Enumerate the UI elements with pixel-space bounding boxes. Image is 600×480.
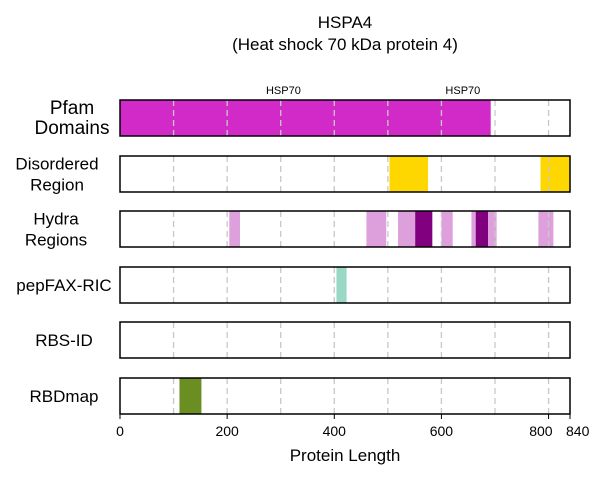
segment-bar — [441, 211, 453, 247]
track-row: RBDmap — [30, 377, 571, 415]
x-tick-label: 840 — [566, 423, 590, 439]
track-background — [120, 211, 570, 247]
track-background — [120, 156, 570, 192]
track-frame — [119, 99, 571, 137]
track-row: pepFAX-RIC — [16, 266, 571, 304]
segment-bar — [120, 100, 491, 136]
chart-subtitle: (Heat shock 70 kDa protein 4) — [232, 35, 458, 54]
row-label-line: Disordered — [15, 155, 98, 174]
track-row: Hydra Regions — [25, 210, 571, 250]
track-frame — [119, 377, 571, 415]
segment-bar — [229, 211, 240, 247]
domain-annotation: HSP70 — [266, 85, 301, 97]
row-label-line: pepFAX-RIC — [16, 276, 111, 295]
track-row: Disordered Region — [15, 155, 571, 195]
segment-bar — [475, 211, 489, 247]
track-frame — [119, 266, 571, 304]
track-frame — [119, 155, 571, 193]
chart-title: HSPA4 — [318, 13, 373, 32]
x-tick-label: 0 — [116, 423, 124, 439]
track-rows: Pfam Domains HSP70 HSP70 Disordered Region Hyd… — [15, 85, 571, 415]
domain-annotation: HSP70 — [445, 85, 480, 97]
row-label: Disordered Region — [15, 155, 98, 195]
x-tick-label: 200 — [215, 423, 239, 439]
x-axis-label: Protein Length — [290, 446, 401, 465]
segment-bar — [389, 156, 429, 192]
row-label-line: Hydra — [33, 210, 79, 229]
row-label-line: Region — [30, 176, 84, 195]
segment-bar — [488, 211, 497, 247]
track-row: Pfam Domains HSP70 HSP70 — [35, 85, 571, 139]
x-tick-label: 600 — [430, 423, 454, 439]
x-tick-label: 400 — [323, 423, 347, 439]
track-frame — [119, 321, 571, 359]
track-row: RBS-ID — [35, 321, 571, 359]
row-label: RBDmap — [30, 387, 99, 406]
x-axis: 0 200 400 600 800 840 — [116, 414, 590, 439]
segment-bar — [538, 211, 554, 247]
row-label: pepFAX-RIC — [16, 276, 111, 295]
segment-bar — [336, 267, 347, 303]
segment-bar — [540, 156, 570, 192]
segment-bar — [471, 211, 476, 247]
track-background — [120, 322, 570, 358]
row-label-line: Domains — [35, 118, 110, 139]
row-label-line: Regions — [25, 231, 87, 250]
segment-bar — [398, 211, 416, 247]
row-label-line: RBDmap — [30, 387, 99, 406]
track-frame — [119, 210, 571, 248]
x-tick-label: 800 — [529, 423, 553, 439]
segment-bar — [179, 378, 202, 414]
row-label: Pfam Domains — [35, 98, 110, 139]
row-label-line: RBS-ID — [35, 331, 93, 350]
row-label-line: Pfam — [50, 98, 94, 119]
segment-bar — [366, 211, 387, 247]
row-label: RBS-ID — [35, 331, 93, 350]
segment-bar — [415, 211, 433, 247]
row-label: Hydra Regions — [25, 210, 87, 250]
